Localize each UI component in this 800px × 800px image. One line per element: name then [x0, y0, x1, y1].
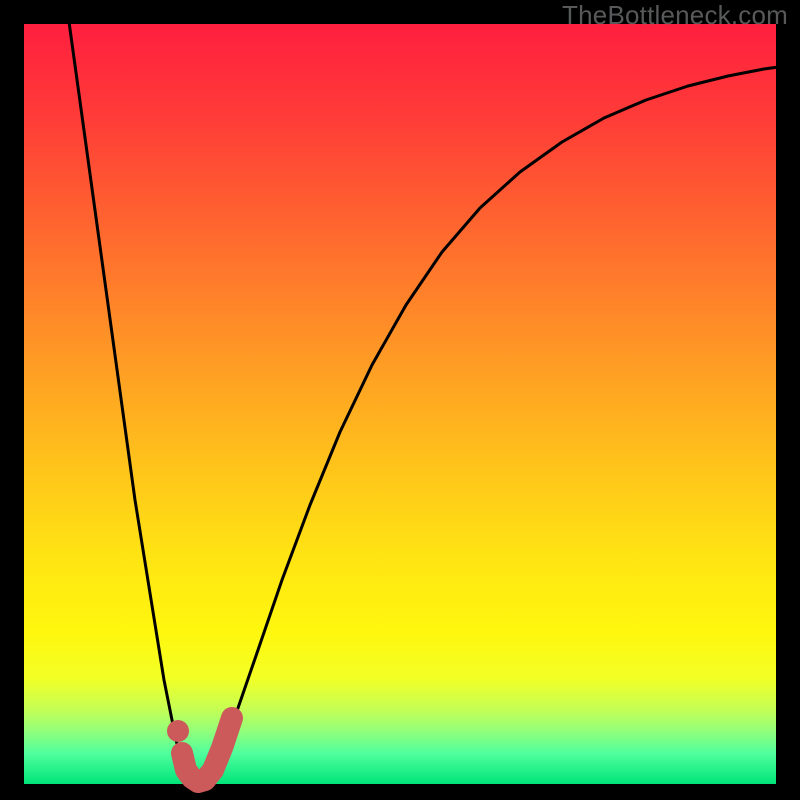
heat-gradient-background [0, 0, 800, 800]
gradient-rect [24, 24, 776, 784]
frame-bottom [0, 784, 800, 800]
frame-left [0, 0, 24, 800]
frame-right [776, 0, 800, 800]
frame-top [0, 0, 800, 24]
bottleneck-chart: TheBottleneck.com [0, 0, 800, 800]
